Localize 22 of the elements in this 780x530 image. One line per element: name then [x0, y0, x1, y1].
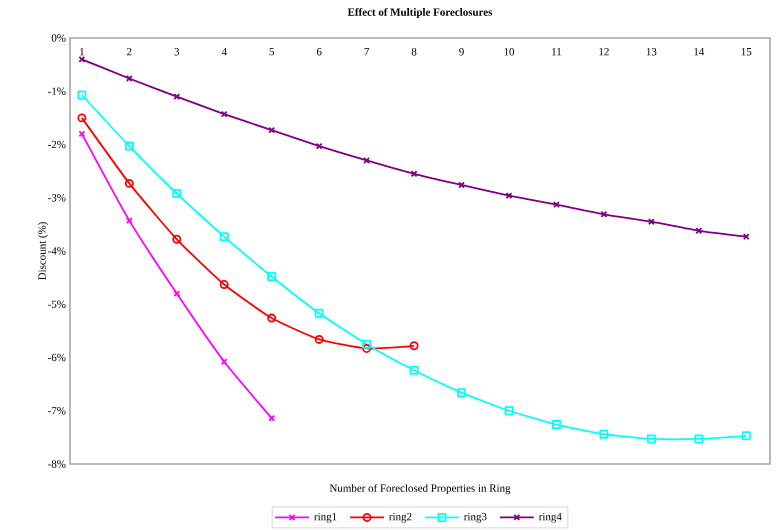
point [314, 308, 324, 318]
point [363, 157, 371, 164]
point [504, 406, 514, 416]
line-series [77, 90, 751, 444]
point [267, 313, 277, 323]
point [125, 75, 133, 82]
point [219, 232, 229, 242]
point [124, 178, 134, 188]
point [172, 189, 182, 198]
point [219, 280, 229, 290]
point [124, 141, 134, 151]
point [646, 434, 656, 444]
point [267, 272, 277, 282]
point [551, 420, 561, 430]
point [315, 142, 323, 150]
point [694, 434, 704, 444]
point [172, 234, 182, 244]
point [314, 334, 324, 344]
point [457, 388, 467, 398]
point [599, 429, 609, 439]
point [553, 201, 560, 209]
point [409, 365, 419, 375]
